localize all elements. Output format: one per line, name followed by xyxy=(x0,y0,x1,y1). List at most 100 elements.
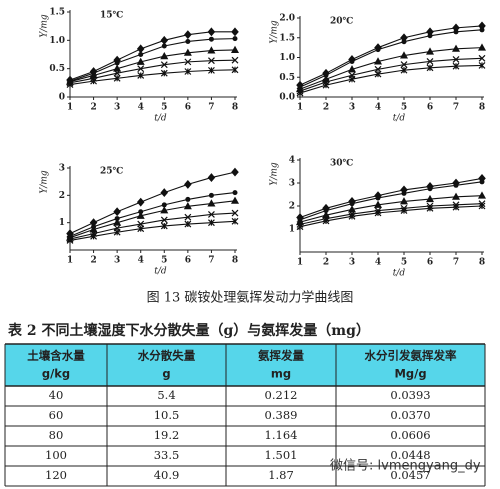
marker xyxy=(208,219,215,227)
y-tick-label: 1.5 xyxy=(279,33,295,43)
x-tick-label: 8 xyxy=(232,256,238,266)
marker xyxy=(427,186,433,192)
marker xyxy=(113,218,122,226)
marker xyxy=(231,56,239,64)
table-cell: 40.9 xyxy=(154,468,180,482)
marker xyxy=(137,65,145,73)
marker xyxy=(66,237,74,244)
table-header-bg xyxy=(5,344,485,386)
y-tick-label: 3 xyxy=(289,179,295,189)
marker xyxy=(136,211,145,219)
marker xyxy=(160,222,168,230)
marker xyxy=(451,44,461,52)
x-axis-label: t/d xyxy=(393,269,406,279)
series-line xyxy=(69,171,236,235)
marker xyxy=(322,81,330,89)
x-tick-label: 5 xyxy=(161,256,167,266)
marker xyxy=(479,27,485,33)
series-line xyxy=(299,205,483,228)
marker xyxy=(113,207,121,217)
marker xyxy=(231,217,239,225)
series-line xyxy=(299,203,483,225)
x-tick-label: 8 xyxy=(479,103,485,113)
x-tick-label: 4 xyxy=(375,258,381,268)
marker xyxy=(90,77,97,85)
x-tick-label: 4 xyxy=(375,103,381,113)
marker xyxy=(231,209,239,217)
series-line xyxy=(299,181,483,221)
table-cell: 1.501 xyxy=(265,448,298,462)
x-tick-label: 6 xyxy=(427,258,433,268)
x-tick-label: 8 xyxy=(232,103,238,113)
x-tick-label: 3 xyxy=(349,103,355,113)
marker xyxy=(89,225,98,233)
marker xyxy=(184,68,192,75)
marker xyxy=(349,58,355,64)
chart-title: 20℃ xyxy=(330,17,354,27)
chart-title: 30℃ xyxy=(330,159,354,169)
x-tick-label: 2 xyxy=(90,103,96,113)
marker xyxy=(185,196,191,202)
watermark: 微信号: lvmengyang_dy xyxy=(330,459,481,474)
marker xyxy=(322,217,330,225)
marker xyxy=(426,58,434,65)
marker xyxy=(161,202,167,208)
y-tick-label: 1 xyxy=(289,225,295,235)
marker xyxy=(113,74,121,82)
y-tick-label: 1.0 xyxy=(49,36,65,46)
table-header: 土壤含水量 xyxy=(27,349,85,363)
y-tick-label: 1 xyxy=(59,218,65,228)
x-tick-label: 7 xyxy=(453,103,459,113)
x-axis-label: t/d xyxy=(154,114,167,124)
marker xyxy=(113,64,122,72)
series-line xyxy=(299,29,483,88)
marker xyxy=(160,51,169,60)
table-cell: 0.389 xyxy=(265,408,298,422)
table-cell: 1.164 xyxy=(265,428,298,442)
table-cell: 1.87 xyxy=(268,468,294,482)
series-line xyxy=(299,195,483,223)
table-header: 氨挥发量 xyxy=(258,349,304,363)
y-tick-label: 1.5 xyxy=(49,8,65,18)
marker xyxy=(231,27,239,37)
table-header: g/kg xyxy=(42,367,70,381)
marker xyxy=(477,191,487,199)
table-cell: 60 xyxy=(49,408,64,422)
marker xyxy=(401,39,407,45)
table-cell: 10.5 xyxy=(154,408,180,422)
x-tick-label: 1 xyxy=(67,103,73,113)
table-cell: 33.5 xyxy=(154,448,180,462)
y-axis-label: Y/mg xyxy=(40,170,50,194)
marker xyxy=(208,211,215,218)
table-title: 表 2 不同土壤湿度下水分散失量（g）与氨挥发量（mg） xyxy=(7,322,370,339)
x-tick-label: 1 xyxy=(297,103,303,113)
marker xyxy=(184,213,192,221)
marker xyxy=(136,57,145,65)
marker xyxy=(231,167,239,177)
y-tick-label: 0.5 xyxy=(279,73,295,83)
marker xyxy=(208,192,214,198)
x-tick-label: 8 xyxy=(479,258,485,268)
y-tick-label: 0.5 xyxy=(49,64,65,74)
marker xyxy=(296,223,304,231)
marker xyxy=(479,179,485,185)
x-tick-label: 5 xyxy=(401,103,407,113)
marker xyxy=(183,48,192,56)
marker xyxy=(399,197,409,205)
table-cell: 80 xyxy=(49,428,64,442)
marker xyxy=(184,58,192,66)
figure-caption: 图 13 碳铵处理氨挥发动力学曲线图 xyxy=(147,290,354,306)
x-tick-label: 1 xyxy=(67,256,73,266)
marker xyxy=(373,57,383,65)
marker xyxy=(400,207,408,215)
table-header: 水分散失量 xyxy=(138,349,196,363)
x-tick-label: 5 xyxy=(401,258,407,268)
y-tick-label: 3 xyxy=(59,164,65,174)
y-tick-label: 1.0 xyxy=(279,53,295,63)
marker xyxy=(400,66,408,74)
table-cell: 40 xyxy=(49,388,64,402)
y-tick-label: 2.0 xyxy=(279,14,295,24)
table-cell: 0.0370 xyxy=(390,408,430,422)
